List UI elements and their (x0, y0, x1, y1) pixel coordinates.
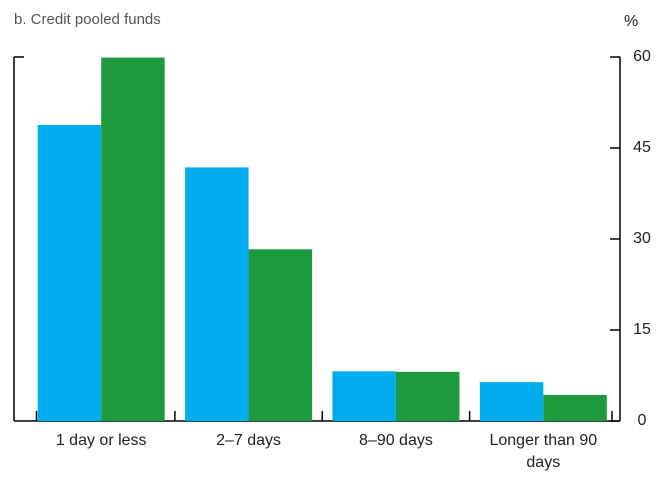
bar (37, 124, 102, 422)
y-axis-label: % (624, 13, 638, 30)
bar (543, 394, 607, 421)
x-tick-label: 1 day or less (55, 432, 147, 449)
y-tick-label: 0 (638, 412, 647, 429)
x-tick-label: 8–90 days (359, 432, 433, 449)
bar (332, 371, 396, 421)
bar (395, 371, 460, 421)
y-tick-label: 45 (633, 139, 651, 156)
bar (479, 382, 544, 421)
x-tick-label: 2–7 days (216, 432, 282, 449)
y-tick-label: 30 (633, 230, 651, 247)
bar (101, 57, 165, 422)
chart-title: b. Credit pooled funds (14, 11, 161, 28)
x-tick-label: Longer than 90 days (489, 432, 598, 471)
bar (185, 167, 249, 421)
y-tick-label: 60 (633, 48, 651, 65)
y-tick-label: 15 (633, 321, 651, 338)
bar (248, 249, 313, 421)
